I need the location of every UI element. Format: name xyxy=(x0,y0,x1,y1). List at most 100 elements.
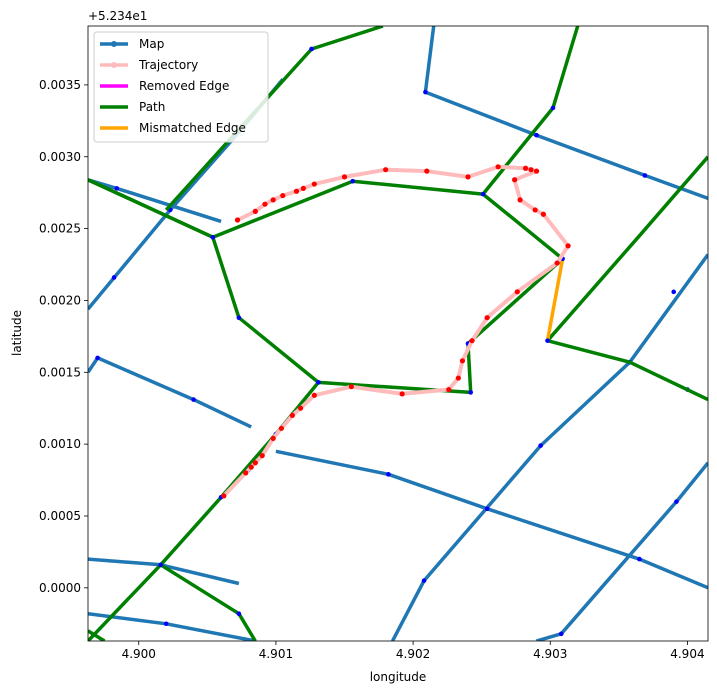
trajectory-point xyxy=(565,243,571,249)
map-node xyxy=(386,472,391,477)
y-tick-label: 0.0030 xyxy=(39,150,81,164)
trajectory-point xyxy=(484,315,490,321)
map-edge xyxy=(88,356,252,429)
map-node xyxy=(421,578,427,583)
map-node xyxy=(637,556,642,562)
trajectory-line xyxy=(221,164,571,498)
map-node xyxy=(558,631,564,637)
map-node xyxy=(534,132,539,138)
map-node xyxy=(191,397,196,402)
x-tick-label: 4.904 xyxy=(670,647,704,661)
y-tick-label: 0.0035 xyxy=(39,78,81,92)
trajectory-point xyxy=(289,412,295,419)
legend-marker xyxy=(111,41,117,47)
trajectory-point xyxy=(252,208,258,214)
map-node xyxy=(671,289,677,295)
legend-label: Map xyxy=(139,37,164,51)
trajectory-point xyxy=(280,192,286,199)
y-tick-label: 0.0020 xyxy=(39,293,81,307)
map-node xyxy=(642,173,648,178)
y-tick-label: 0.0000 xyxy=(39,581,81,595)
map-edge xyxy=(536,461,708,641)
trajectory-point xyxy=(248,464,254,470)
path-edge xyxy=(546,155,708,342)
trajectory-point xyxy=(259,453,265,459)
trajectory-point xyxy=(446,386,452,393)
trajectory-point xyxy=(383,167,389,173)
path-node xyxy=(158,562,163,568)
path-edge xyxy=(88,178,565,395)
x-tick-label: 4.900 xyxy=(122,647,156,661)
trajectory-point xyxy=(243,470,249,476)
trajectory-point xyxy=(278,425,285,431)
path-node xyxy=(350,178,356,184)
trajectory-point xyxy=(465,174,471,180)
trajectory-point xyxy=(469,338,475,344)
x-axis-label: longitude xyxy=(370,670,427,684)
plot-area xyxy=(88,26,708,641)
y-tick-label: 0.0015 xyxy=(39,365,81,379)
map-node xyxy=(95,355,100,361)
legend-label: Path xyxy=(139,100,165,114)
map-node xyxy=(114,186,120,191)
path-edge xyxy=(88,178,214,239)
legend-marker xyxy=(111,62,117,68)
map-node xyxy=(538,443,543,448)
y-axis: 0.0000 0.0005 0.0010 0.0015 0.0020 0.0025 0.00… xyxy=(39,78,88,595)
map-node xyxy=(674,499,679,504)
path-node xyxy=(550,105,556,111)
y-tick-label: 0.0010 xyxy=(39,437,81,451)
legend-label: Removed Edge xyxy=(139,79,229,93)
trajectory-point xyxy=(341,174,348,180)
path-node xyxy=(210,234,216,240)
trajectory-point xyxy=(300,185,306,191)
trajectory-point xyxy=(221,493,227,499)
map-node xyxy=(163,621,169,627)
trajectory-point xyxy=(424,168,430,174)
mismatched-edge xyxy=(545,258,565,342)
x-axis: 4.900 4.901 4.902 4.903 4.904 xyxy=(122,641,705,661)
trajectory-point xyxy=(262,201,268,207)
x-tick-label: 4.903 xyxy=(533,647,567,661)
path-node xyxy=(480,191,486,197)
y-tick-label: 0.0005 xyxy=(39,509,81,523)
trajectory-point xyxy=(270,197,276,203)
trajectory-point xyxy=(348,384,354,390)
trajectory-point xyxy=(522,165,529,171)
trajectory-point xyxy=(554,260,560,266)
path-node xyxy=(545,338,550,343)
trajectory-point xyxy=(511,177,518,183)
map-node xyxy=(111,275,117,280)
map-node xyxy=(423,89,428,95)
trajectory-point xyxy=(528,167,534,173)
trajectory-point xyxy=(399,391,405,397)
legend-label: Trajectory xyxy=(138,58,198,72)
trajectory-point xyxy=(532,207,538,213)
trajectory-point xyxy=(252,460,258,466)
path-node xyxy=(236,315,242,320)
trajectory-point xyxy=(311,392,317,398)
path-node xyxy=(236,611,242,616)
trajectory-point xyxy=(533,168,540,174)
map-node xyxy=(484,506,490,512)
legend-box xyxy=(93,31,269,143)
trajectory-point xyxy=(270,435,276,441)
x-tick-label: 4.901 xyxy=(259,647,293,661)
axes-frame xyxy=(87,25,709,642)
path-edge xyxy=(547,339,708,402)
trajectory-point xyxy=(514,289,520,295)
trajectory-point xyxy=(495,164,501,170)
trajectory-point xyxy=(517,197,523,203)
trajectory-point xyxy=(540,211,546,217)
legend: Map Trajectory Removed Edge Path Mismatched … xyxy=(93,31,269,143)
y-tick-label: 0.0025 xyxy=(39,222,81,236)
trajectory-point xyxy=(293,188,300,194)
trajectory-point xyxy=(298,405,304,411)
path-node xyxy=(316,380,321,385)
trajectory-point xyxy=(455,375,461,381)
x-tick-label: 4.902 xyxy=(396,647,430,661)
path-node xyxy=(309,46,314,52)
trajectory-point xyxy=(311,181,317,187)
